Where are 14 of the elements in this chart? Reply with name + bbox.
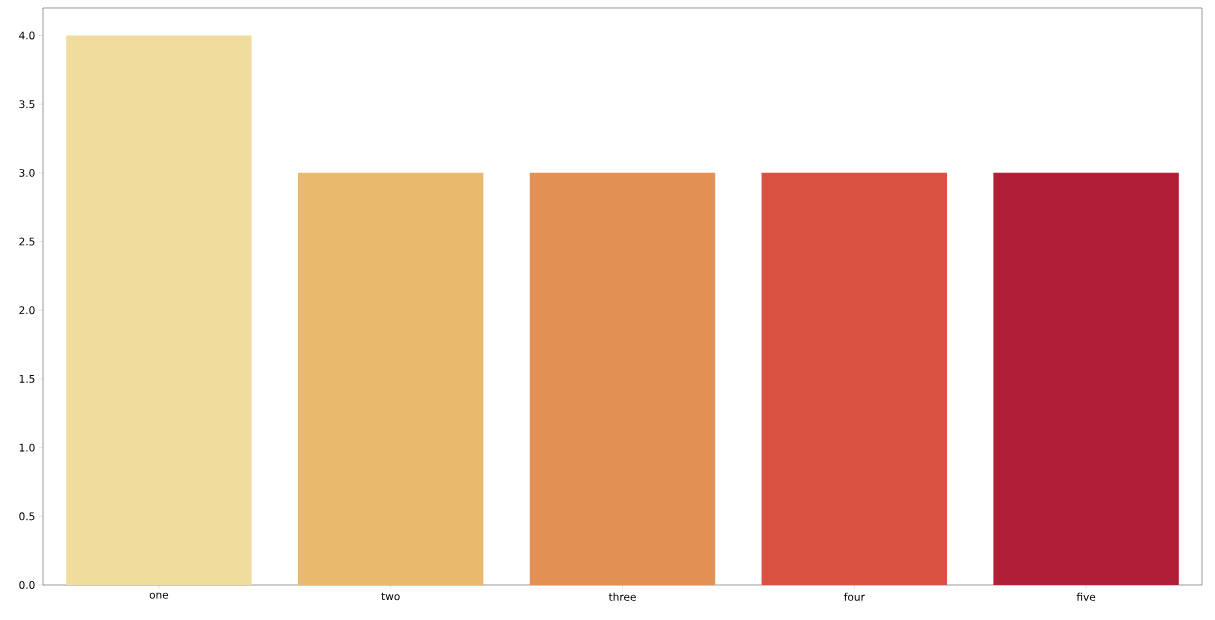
y-tick-label: 1.0 xyxy=(19,443,35,452)
x-tick-label: five xyxy=(1076,592,1096,601)
y-tick-label: 0.0 xyxy=(19,581,35,589)
x-tick-label: three xyxy=(608,592,636,601)
y-tick-label: 2.5 xyxy=(19,237,35,246)
y-tick-label: 2.0 xyxy=(19,306,35,315)
y-tick-label: 4.0 xyxy=(19,31,35,40)
x-tick-label: one xyxy=(149,592,169,599)
y-tick-label: 3.5 xyxy=(19,100,35,109)
y-tick-label: 1.5 xyxy=(19,375,35,383)
y-tick-label: 0.5 xyxy=(19,512,35,521)
x-tick-label: four xyxy=(843,592,865,601)
x-tick-label: two xyxy=(381,592,400,601)
y-tick-label: 3.0 xyxy=(19,168,35,177)
